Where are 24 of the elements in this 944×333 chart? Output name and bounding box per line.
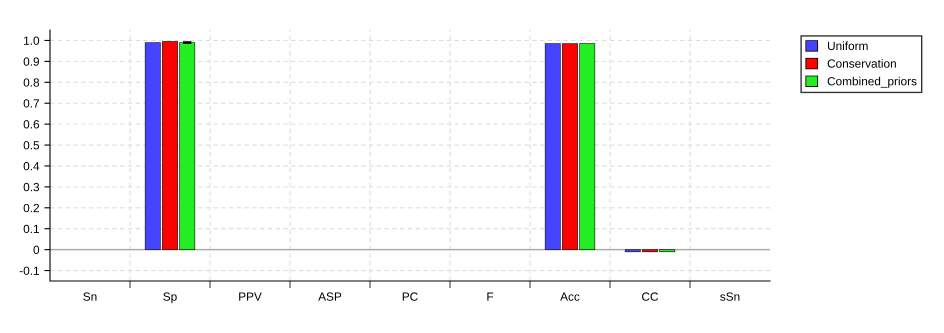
y-tick-label: 0.7 xyxy=(24,99,39,108)
x-tick-label: F xyxy=(487,292,494,301)
y-tick-label: 0.8 xyxy=(24,78,40,87)
x-tick-label: Sp xyxy=(163,292,177,304)
y-tick-label: 0.2 xyxy=(24,204,39,212)
legend-label: Conservation xyxy=(828,59,896,68)
y-tick-label: 0 xyxy=(33,246,40,254)
x-tick-label: PPV xyxy=(239,292,262,301)
x-tick-label: Acc xyxy=(560,292,580,301)
x-tick-label: Sn xyxy=(83,292,96,301)
x-tick-label: ASP xyxy=(318,292,342,301)
y-tick-label: 0.6 xyxy=(24,120,40,129)
y-tick-label: 1.0 xyxy=(24,36,40,45)
legend-label: Uniform xyxy=(828,41,868,50)
y-tick-label: 0.1 xyxy=(24,224,40,234)
y-tick-label: 0.4 xyxy=(24,162,40,170)
y-tick-label: 0.9 xyxy=(24,57,40,66)
y-tick-label: -0.1 xyxy=(20,266,40,275)
legend-label: Combined_priors xyxy=(828,76,917,88)
x-tick-label: PC xyxy=(402,292,418,301)
y-tick-label: 0.5 xyxy=(24,141,40,150)
x-tick-label: sSn xyxy=(720,292,740,301)
y-tick-label: 0.3 xyxy=(24,182,40,192)
x-tick-label: CC xyxy=(642,292,658,301)
